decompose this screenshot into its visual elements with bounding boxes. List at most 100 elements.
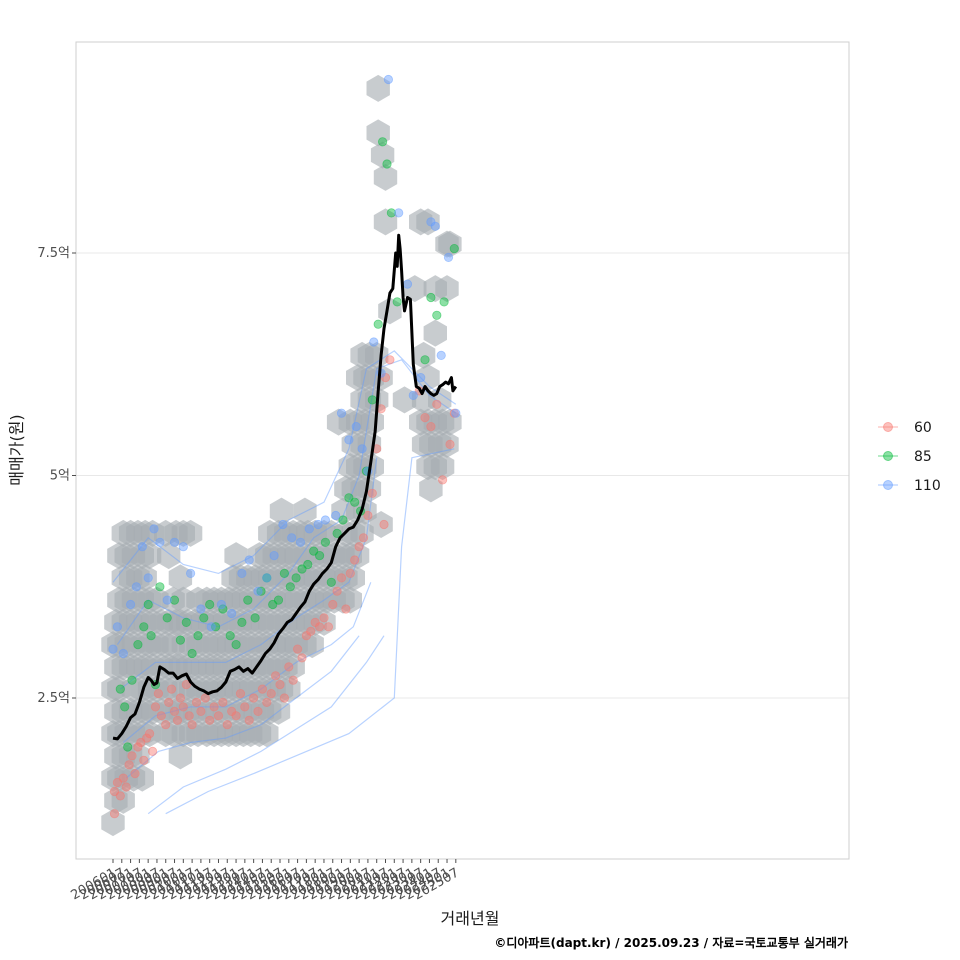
- hexbin-cell: [369, 511, 393, 538]
- point-85: [181, 617, 191, 628]
- y-axis-title: 매매가(원): [7, 414, 26, 485]
- point-60: [121, 782, 131, 792]
- point-85: [332, 528, 342, 539]
- point-60: [292, 644, 303, 654]
- point-60: [130, 768, 140, 779]
- point-60: [367, 488, 377, 498]
- point-110: [402, 279, 413, 289]
- point-60: [164, 697, 174, 708]
- point-85: [392, 297, 402, 307]
- point-85: [205, 599, 215, 610]
- point-60: [222, 720, 232, 730]
- point-110: [313, 519, 323, 530]
- point-85: [314, 550, 325, 561]
- density-contour: [147, 635, 385, 815]
- point-85: [155, 582, 165, 592]
- point-110: [320, 515, 330, 525]
- point-60: [148, 746, 158, 757]
- point-85: [120, 702, 130, 712]
- point-110: [253, 586, 263, 596]
- legend-label: 85: [914, 449, 932, 465]
- point-60: [213, 711, 224, 721]
- point-60: [379, 519, 389, 530]
- point-110: [206, 622, 216, 632]
- hexbin-cell: [224, 542, 248, 570]
- point-60: [350, 555, 360, 565]
- point-110: [108, 644, 118, 654]
- point-85: [237, 617, 247, 628]
- point-60: [297, 653, 307, 663]
- hexbin-cell: [435, 275, 459, 303]
- point-60: [184, 711, 194, 721]
- point-85: [386, 208, 396, 218]
- point-110: [118, 648, 128, 659]
- point-60: [345, 568, 355, 579]
- point-110: [227, 608, 237, 619]
- legend-label: 110: [914, 478, 941, 494]
- hexbin-cell: [403, 275, 427, 303]
- point-60: [231, 711, 241, 721]
- point-60: [133, 742, 143, 752]
- point-85: [256, 586, 266, 596]
- point-85: [187, 648, 197, 659]
- point-60: [284, 662, 294, 672]
- y-tick-label: 2.5억: [37, 691, 70, 706]
- hexbin-cell: [430, 453, 455, 481]
- point-60: [124, 760, 134, 770]
- point-60: [218, 697, 228, 708]
- hexbin-cell: [419, 475, 443, 503]
- point-layer: [108, 74, 461, 819]
- point-60: [437, 475, 448, 485]
- density-contour: [122, 582, 372, 743]
- point-60: [175, 693, 185, 703]
- hexbin-cell: [341, 564, 365, 592]
- point-110: [436, 350, 446, 360]
- trend-line-layer: [112, 233, 458, 741]
- point-110: [131, 582, 141, 592]
- point-60: [161, 720, 171, 730]
- point-60: [196, 706, 206, 717]
- point-60: [266, 688, 276, 699]
- point-85: [133, 639, 143, 650]
- point-60: [358, 533, 369, 543]
- hexbin-cell: [428, 386, 452, 414]
- hexbin-cell: [373, 208, 398, 236]
- point-60: [279, 693, 289, 703]
- point-85: [420, 355, 430, 365]
- point-110: [262, 573, 272, 583]
- hexbin-cell: [168, 564, 193, 592]
- point-110: [430, 221, 440, 231]
- x-axis: 2006012006072007012007072008012008072009…: [69, 859, 462, 903]
- hexbin-cell: [277, 675, 301, 703]
- hexbin-cell: [255, 720, 279, 748]
- point-85: [139, 622, 149, 632]
- density-contour-layer: [112, 350, 457, 815]
- point-85: [350, 497, 360, 507]
- point-85: [432, 310, 442, 320]
- point-110: [336, 408, 347, 418]
- point-85: [285, 582, 295, 592]
- hexbin-cell: [130, 764, 154, 792]
- point-110: [186, 568, 196, 579]
- point-60: [142, 733, 152, 743]
- hexbin-cell: [133, 564, 157, 592]
- hexbin-cell: [416, 208, 440, 236]
- hexbin-cell: [438, 230, 462, 258]
- point-85: [377, 137, 388, 147]
- point-85: [320, 537, 330, 547]
- point-85: [231, 639, 241, 650]
- point-85: [382, 159, 392, 169]
- point-60: [167, 684, 177, 694]
- density-contour: [165, 448, 455, 815]
- hexbin-cell: [366, 119, 390, 147]
- point-110: [408, 390, 418, 400]
- point-110: [149, 524, 159, 534]
- point-110: [196, 604, 206, 614]
- point-85: [291, 573, 301, 583]
- point-85: [250, 613, 260, 623]
- legend-key-point: [883, 480, 893, 490]
- point-60: [156, 711, 166, 721]
- point-85: [426, 292, 436, 303]
- hexbin-cell: [370, 141, 395, 169]
- y-axis: 2.5억 5억 7.5억: [37, 246, 76, 706]
